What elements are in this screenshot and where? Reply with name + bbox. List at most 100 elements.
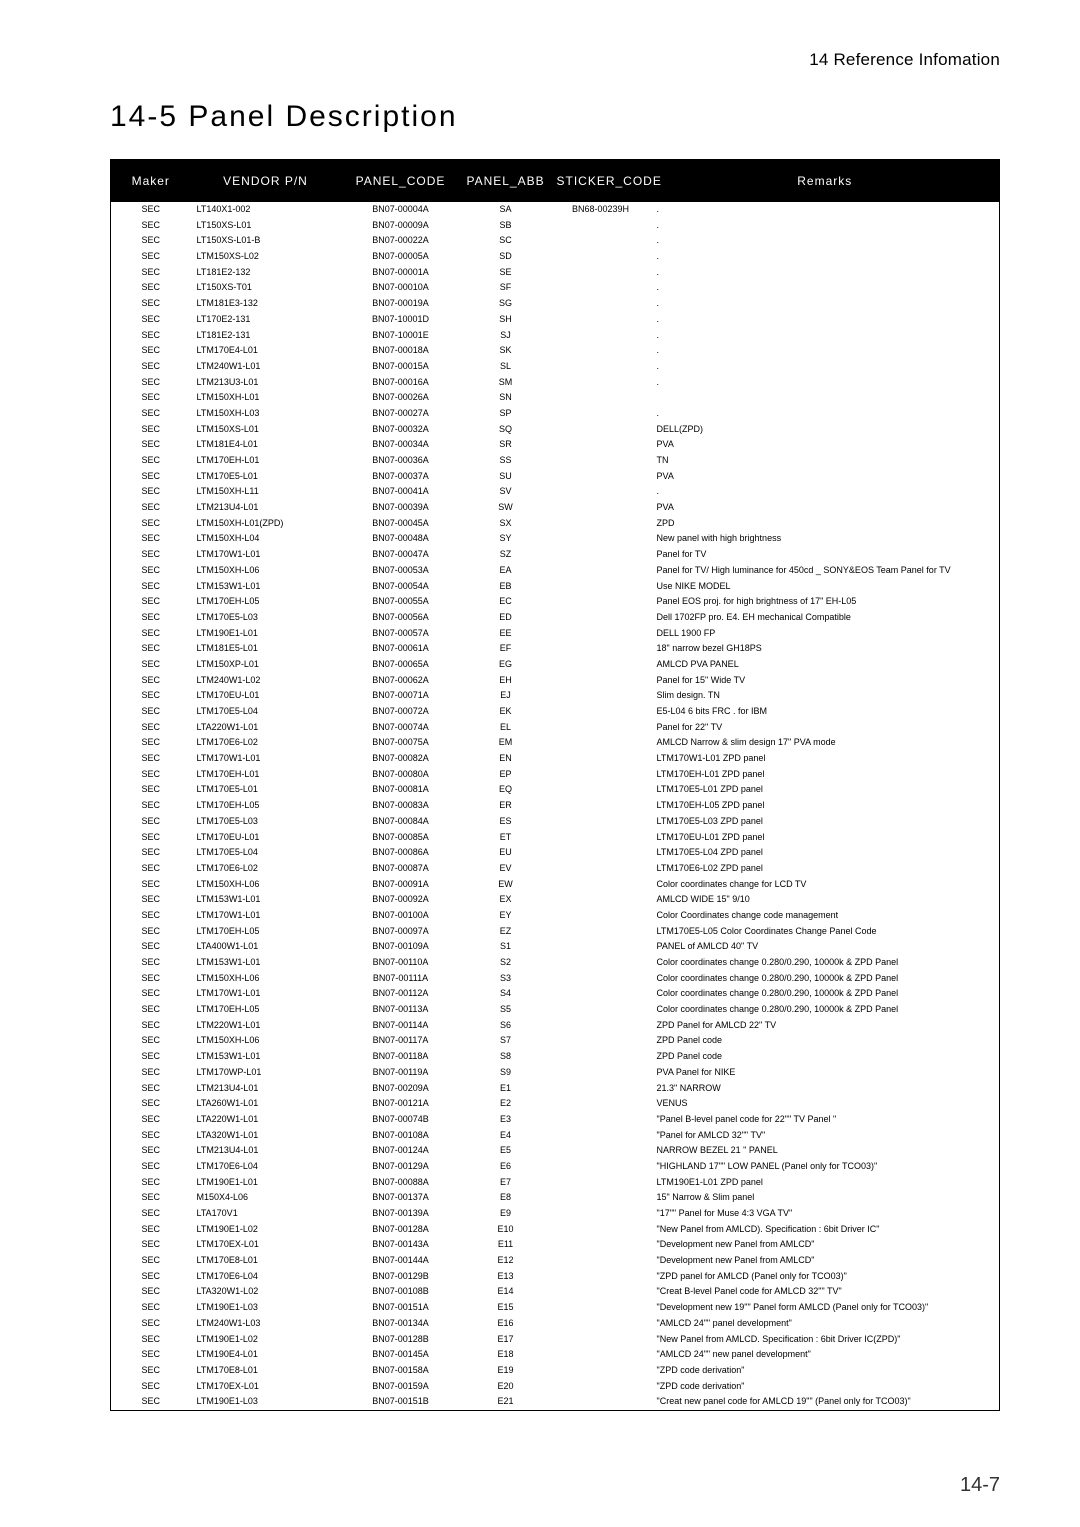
cell: SEC <box>111 845 191 861</box>
cell: SU <box>461 469 551 485</box>
cell: LTM170EU-L01 <box>191 688 341 704</box>
cell: LTM170EH-L05 <box>191 924 341 940</box>
table-row: SECLTA220W1-L01BN07-00074AELPanel for 22… <box>111 720 1000 736</box>
table-row: SECLTM150XH-L03BN07-00027ASP. <box>111 406 1000 422</box>
table-row: SECLTM190E4-L01BN07-00145AE18"AMLCD 24""… <box>111 1347 1000 1363</box>
cell: EM <box>461 735 551 751</box>
cell: SEC <box>111 1175 191 1191</box>
cell: BN07-00001A <box>341 265 461 281</box>
cell: SEC <box>111 1190 191 1206</box>
cell <box>551 924 651 940</box>
cell: "Creat B-level Panel code for AMLCD 32""… <box>651 1284 1000 1300</box>
cell: S9 <box>461 1065 551 1081</box>
cell: LTM150XS-L02 <box>191 249 341 265</box>
cell: EW <box>461 877 551 893</box>
cell: "AMLCD 24"" new panel development" <box>651 1347 1000 1363</box>
cell: LTM170E6-L04 <box>191 1159 341 1175</box>
cell: BN07-00057A <box>341 626 461 642</box>
cell: LTM170E6-L04 <box>191 1269 341 1285</box>
cell: E14 <box>461 1284 551 1300</box>
cell: 18" narrow bezel GH18PS <box>651 641 1000 657</box>
cell: BN07-00045A <box>341 516 461 532</box>
cell: New panel with high brightness <box>651 531 1000 547</box>
cell: LTM153W1-L01 <box>191 1049 341 1065</box>
cell: SEC <box>111 531 191 547</box>
cell: EX <box>461 892 551 908</box>
cell: PVA Panel for NIKE <box>651 1065 1000 1081</box>
cell <box>551 359 651 375</box>
table-row: SECLTM170E6-L02BN07-00075AEMAMLCD Narrow… <box>111 735 1000 751</box>
cell: BN07-00034A <box>341 437 461 453</box>
cell: LTM240W1-L03 <box>191 1316 341 1332</box>
cell: "Development new 19"" Panel form AMLCD (… <box>651 1300 1000 1316</box>
cell: SEC <box>111 877 191 893</box>
cell: "Creat new panel code for AMLCD 19"" (Pa… <box>651 1394 1000 1410</box>
cell: . <box>651 406 1000 422</box>
cell: ZPD Panel code <box>651 1033 1000 1049</box>
cell: LTA220W1-L01 <box>191 1112 341 1128</box>
cell <box>551 1143 651 1159</box>
cell: BN07-00158A <box>341 1363 461 1379</box>
table-row: SECLTM213U3-L01BN07-00016ASM. <box>111 375 1000 391</box>
cell <box>551 1159 651 1175</box>
table-row: SECLTM150XH-L06BN07-00091AEWColor coordi… <box>111 877 1000 893</box>
cell: BN07-00086A <box>341 845 461 861</box>
cell: LTM213U4-L01 <box>191 1143 341 1159</box>
cell <box>551 1347 651 1363</box>
table-row: SECLTM170W1-L01BN07-00100AEYColor Coordi… <box>111 908 1000 924</box>
cell <box>551 610 651 626</box>
cell <box>551 1332 651 1348</box>
cell: SA <box>461 202 551 218</box>
table-row: SECLTM170EH-L05BN07-00083AERLTM170EH-L05… <box>111 798 1000 814</box>
table-row: SECLTM170EH-L01BN07-00080AEPLTM170EH-L01… <box>111 767 1000 783</box>
cell: LTM213U4-L01 <box>191 1081 341 1097</box>
cell: SEC <box>111 375 191 391</box>
cell: LTM153W1-L01 <box>191 579 341 595</box>
cell: SEC <box>111 1128 191 1144</box>
cell: SEC <box>111 720 191 736</box>
cell: BN07-00091A <box>341 877 461 893</box>
cell: SEC <box>111 390 191 406</box>
cell <box>551 1033 651 1049</box>
cell: LTM150XH-L04 <box>191 531 341 547</box>
cell: "ZPD panel for AMLCD (Panel only for TCO… <box>651 1269 1000 1285</box>
table-row: SECLTM190E1-L02BN07-00128BE17"New Panel … <box>111 1332 1000 1348</box>
cell: E19 <box>461 1363 551 1379</box>
table-row: SECLTM170E5-L03BN07-00084AESLTM170E5-L03… <box>111 814 1000 830</box>
cell: BN07-00004A <box>341 202 461 218</box>
cell: . <box>651 296 1000 312</box>
table-row: SECLTM150XP-L01BN07-00065AEGAMLCD PVA PA… <box>111 657 1000 673</box>
table-row: SECLTA320W1-L01BN07-00108AE4"Panel for A… <box>111 1128 1000 1144</box>
cell: LTM170W1-L01 <box>191 547 341 563</box>
cell: LT181E2-132 <box>191 265 341 281</box>
cell: BN07-00145A <box>341 1347 461 1363</box>
table-row: SECLTM181E3-132BN07-00019ASG. <box>111 296 1000 312</box>
cell <box>551 1002 651 1018</box>
cell: LTM170WP-L01 <box>191 1065 341 1081</box>
cell: BN07-00005A <box>341 249 461 265</box>
table-row: SECLT150XS-L01BN07-00009ASB. <box>111 218 1000 234</box>
cell <box>551 1222 651 1238</box>
table-row: SECLTM170E5-L04BN07-00086AEULTM170E5-L04… <box>111 845 1000 861</box>
cell: AMLCD WIDE 15" 9/10 <box>651 892 1000 908</box>
cell: LTM170E5-L03 <box>191 610 341 626</box>
cell: EC <box>461 594 551 610</box>
cell: BN07-00081A <box>341 782 461 798</box>
cell: . <box>651 233 1000 249</box>
cell: E5 <box>461 1143 551 1159</box>
cell: BN07-00110A <box>341 955 461 971</box>
cell: BN07-00075A <box>341 735 461 751</box>
cell <box>551 1175 651 1191</box>
cell <box>551 1112 651 1128</box>
cell <box>551 877 651 893</box>
cell: ER <box>461 798 551 814</box>
cell: BN07-00048A <box>341 531 461 547</box>
table-row: SECLTM190E1-L01BN07-00057AEEDELL 1900 FP <box>111 626 1000 642</box>
cell: SS <box>461 453 551 469</box>
cell: SEC <box>111 1222 191 1238</box>
cell: SQ <box>461 422 551 438</box>
cell: LT140X1-002 <box>191 202 341 218</box>
cell: LTM153W1-L01 <box>191 892 341 908</box>
table-row: SECLTM170EH-L05BN07-00113AS5Color coordi… <box>111 1002 1000 1018</box>
table-row: SECLTM170E5-L01BN07-00081AEQLTM170E5-L01… <box>111 782 1000 798</box>
